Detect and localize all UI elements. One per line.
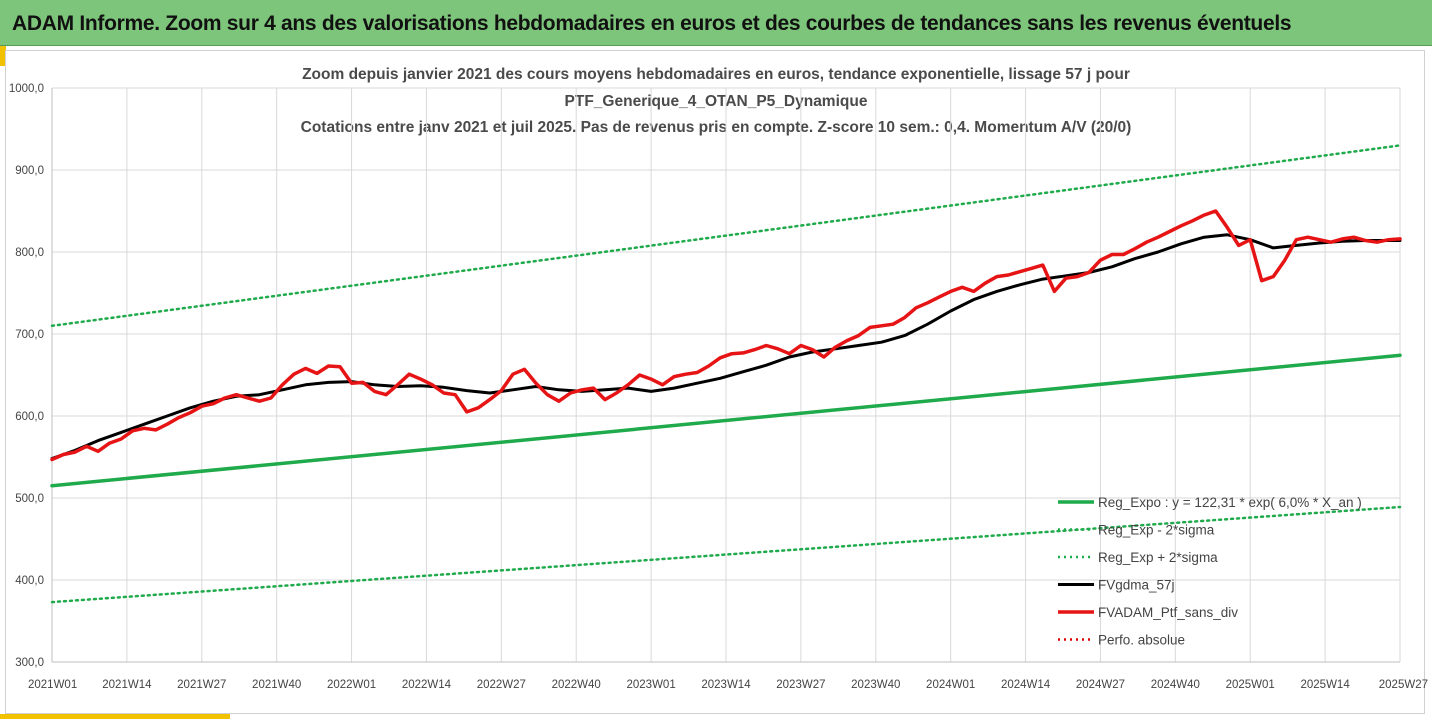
chart-title-line-2: PTF_Generique_4_OTAN_P5_Dynamique [564, 93, 868, 110]
accent-bar-left [0, 46, 6, 66]
legend-label: Perfo. absolue [1098, 633, 1185, 648]
chart-title-line-3: Cotations entre janv 2021 et juil 2025. … [300, 119, 1132, 136]
series-line-reg-exp-2-sigma [50, 505, 1402, 604]
x-tick-label: 2023W40 [851, 679, 900, 691]
x-tick-label: 2024W01 [926, 679, 975, 691]
x-tick-label: 2021W27 [177, 679, 226, 691]
y-tick-label: 300,0 [15, 657, 44, 669]
report-banner: ADAM Informe. Zoom sur 4 ans des valoris… [0, 0, 1432, 46]
y-tick-label: 600,0 [15, 411, 44, 423]
y-tick-label: 1000,0 [9, 83, 44, 95]
x-tick-label: 2025W27 [1379, 679, 1428, 691]
y-tick-label: 800,0 [15, 247, 44, 259]
x-tick-label: 2022W27 [477, 679, 526, 691]
series-line-reg-exp-2-sigma [50, 144, 1402, 328]
legend-label: Reg_Expo : y = 122,31 * exp( 6,0% * X_an… [1098, 495, 1362, 510]
x-tick-label: 2022W40 [552, 679, 601, 691]
legend-label: FVADAM_Ptf_sans_div [1098, 605, 1238, 620]
y-tick-label: 500,0 [15, 493, 44, 505]
series-line-reg-expo-y-122-31-exp-6-0-x-an [50, 353, 1402, 488]
x-tick-label: 2023W27 [776, 679, 825, 691]
x-tick-label: 2024W27 [1076, 679, 1125, 691]
x-tick-label: 2023W14 [701, 679, 751, 691]
x-tick-label: 2025W01 [1226, 679, 1275, 691]
x-tick-label: 2025W14 [1300, 679, 1350, 691]
y-tick-label: 400,0 [15, 575, 44, 587]
series-line-fvadam-ptf-sans-div [50, 209, 1402, 462]
x-tick-label: 2021W40 [252, 679, 301, 691]
x-tick-label: 2021W14 [102, 679, 152, 691]
legend-label: FVgdma_57j [1098, 578, 1175, 593]
x-tick-label: 2024W14 [1001, 679, 1051, 691]
legend-label: Reg_Exp + 2*sigma [1098, 550, 1218, 565]
y-tick-label: 700,0 [15, 329, 44, 341]
x-tick-label: 2023W01 [626, 679, 675, 691]
accent-bar-bottom [0, 714, 230, 719]
legend-label: Reg_Exp - 2*sigma [1098, 523, 1215, 538]
x-tick-label: 2022W14 [402, 679, 452, 691]
x-tick-label: 2021W01 [28, 679, 77, 691]
x-tick-label: 2024W40 [1151, 679, 1200, 691]
y-tick-label: 900,0 [15, 165, 44, 177]
report-title: ADAM Informe. Zoom sur 4 ans des valoris… [12, 12, 1292, 35]
x-tick-label: 2022W01 [327, 679, 376, 691]
chart-frame [5, 50, 1425, 714]
chart-title-line-1: Zoom depuis janvier 2021 des cours moyen… [302, 66, 1130, 83]
